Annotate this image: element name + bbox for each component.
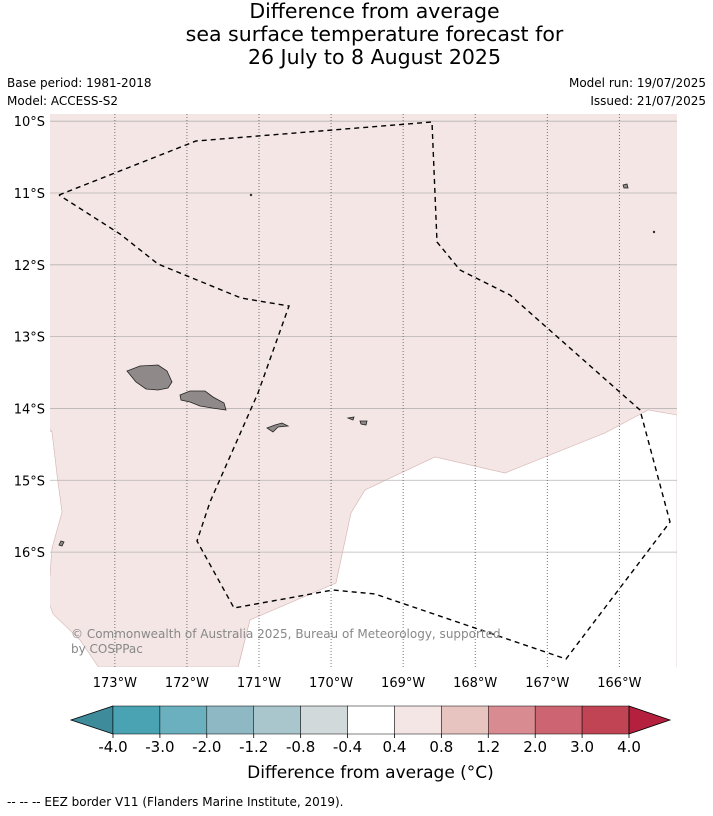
- neutral-anomaly-region-west: [50, 430, 99, 667]
- map-panel: © Commonwealth of Australia 2025, Bureau…: [50, 114, 677, 667]
- eez-footnote: -- -- -- EEZ border V11 (Flanders Marine…: [7, 795, 344, 809]
- islet-1: [249, 193, 253, 197]
- lon-label: 166°W: [597, 676, 641, 691]
- land-masses: [58, 183, 656, 547]
- colorbar-tick-label: -2.0: [192, 738, 221, 756]
- title-line-3: 26 July to 8 August 2025: [247, 45, 502, 69]
- islet-3: [58, 540, 65, 547]
- colorbar-bin: [347, 705, 395, 735]
- meta-left: Base period: 1981-2018 Model: ACCESS-S2: [7, 74, 152, 110]
- lon-label: 173°W: [93, 676, 137, 691]
- neutral-anomaly-region-main: [237, 409, 677, 667]
- latitude-labels: 10°S 11°S 12°S 13°S 14°S 15°S 16°S: [14, 115, 45, 561]
- colorbar: -4.0 -3.0 -2.0 -1.2 -0.8 -0.4 0.4 0.8 1.2 2.0 3.0 4…: [69, 705, 672, 756]
- colorbar-tick-label: -4.0: [98, 738, 127, 756]
- lat-label: 13°S: [14, 331, 45, 346]
- colorbar-label: Difference from average (°C): [247, 763, 494, 783]
- colorbar-tick-label: 1.2: [476, 738, 500, 756]
- title-line-1: Difference from average: [249, 0, 500, 23]
- colorbar-tick-label: -0.8: [286, 738, 315, 756]
- title-line-2: sea surface temperature forecast for: [185, 22, 564, 46]
- colorbar-tick-label: 0.4: [383, 738, 407, 756]
- lon-label: 167°W: [525, 676, 569, 691]
- colorbar-bin: [534, 705, 583, 735]
- colorbar-bin: [394, 705, 442, 735]
- swains-island: [622, 183, 629, 189]
- colorbar-tick-label: -3.0: [145, 738, 174, 756]
- lat-label: 11°S: [14, 187, 45, 202]
- lon-label: 168°W: [453, 676, 497, 691]
- base-period: Base period: 1981-2018: [7, 76, 152, 90]
- tau-island: [359, 420, 368, 426]
- lon-label: 169°W: [381, 676, 425, 691]
- colorbar-tick-label: 0.8: [429, 738, 453, 756]
- model-run: Model run: 19/07/2025: [568, 76, 706, 90]
- lat-label: 14°S: [14, 402, 45, 417]
- ofu-island: [346, 416, 355, 421]
- colorbar-tick-label: 4.0: [617, 738, 641, 756]
- upolu-island: [179, 390, 227, 411]
- colorbar-bin: [581, 705, 630, 735]
- savaii-island: [126, 364, 173, 391]
- colorbar-bin: [206, 705, 254, 735]
- colorbar-bin: [112, 705, 161, 735]
- lat-label: 16°S: [14, 546, 45, 561]
- islet-2: [652, 230, 656, 234]
- colorbar-bin: [300, 705, 348, 735]
- lat-label: 15°S: [14, 474, 45, 489]
- colorbar-tick-label: 2.0: [523, 738, 547, 756]
- longitude-labels: 173°W 172°W 171°W 170°W 169°W 168°W 167°W 166°W: [93, 676, 642, 691]
- colorbar-tick-label: -1.2: [239, 738, 268, 756]
- colorbar-extend-high: [628, 705, 672, 735]
- lon-label: 172°W: [165, 676, 209, 691]
- colorbar-tick-label: 3.0: [570, 738, 594, 756]
- meta-right: Model run: 19/07/2025 Issued: 21/07/2025: [569, 74, 706, 110]
- colorbar-extend-low: [69, 705, 114, 735]
- lon-label: 171°W: [237, 676, 281, 691]
- lon-label: 170°W: [309, 676, 353, 691]
- colorbar-tick-label: -0.4: [333, 738, 362, 756]
- colorbar-bin: [488, 705, 536, 735]
- lat-label: 10°S: [14, 115, 45, 130]
- model-name: Model: ACCESS-S2: [7, 94, 119, 108]
- colorbar-bin: [253, 705, 301, 735]
- colorbar-bin: [441, 705, 489, 735]
- chart-title: Difference from average sea surface temp…: [0, 0, 713, 69]
- tutuila-island: [266, 422, 290, 433]
- colorbar-bin: [159, 705, 208, 735]
- copyright-notice: © Commonwealth of Australia 2025, Bureau…: [71, 627, 504, 656]
- lat-label: 12°S: [14, 259, 45, 274]
- issued-date: Issued: 21/07/2025: [590, 94, 706, 108]
- eez-border: [58, 121, 671, 660]
